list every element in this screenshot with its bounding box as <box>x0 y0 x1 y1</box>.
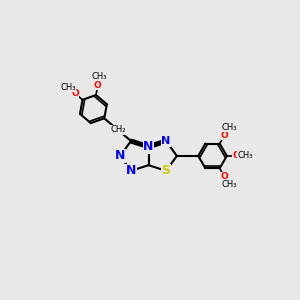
Text: CH₃: CH₃ <box>61 83 76 92</box>
Text: O: O <box>220 172 228 181</box>
Text: CH₂: CH₂ <box>110 125 126 134</box>
Text: O: O <box>71 89 79 98</box>
Text: N: N <box>161 136 171 146</box>
Text: S: S <box>161 164 170 177</box>
Text: CH₃: CH₃ <box>221 123 237 132</box>
Text: CH₃: CH₃ <box>238 152 253 160</box>
Text: N: N <box>143 140 154 153</box>
Text: N: N <box>115 149 125 162</box>
Text: O: O <box>220 131 228 140</box>
Text: N: N <box>126 164 136 177</box>
Text: CH₃: CH₃ <box>221 180 237 189</box>
Text: O: O <box>94 81 102 90</box>
Text: O: O <box>232 152 240 160</box>
Text: CH₃: CH₃ <box>92 72 107 81</box>
